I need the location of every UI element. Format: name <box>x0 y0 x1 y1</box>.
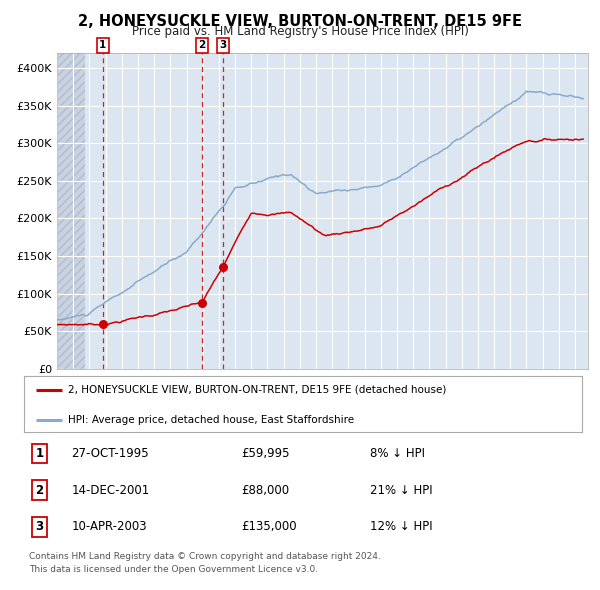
Text: 1: 1 <box>99 40 106 50</box>
Text: £88,000: £88,000 <box>242 484 290 497</box>
Text: Contains HM Land Registry data © Crown copyright and database right 2024.: Contains HM Land Registry data © Crown c… <box>29 552 380 561</box>
Text: 27-OCT-1995: 27-OCT-1995 <box>71 447 149 460</box>
Text: £135,000: £135,000 <box>242 520 297 533</box>
Text: 3: 3 <box>35 520 44 533</box>
Text: 2, HONEYSUCKLE VIEW, BURTON-ON-TRENT, DE15 9FE (detached house): 2, HONEYSUCKLE VIEW, BURTON-ON-TRENT, DE… <box>68 385 446 395</box>
Text: £59,995: £59,995 <box>242 447 290 460</box>
Text: 2: 2 <box>199 40 206 50</box>
Bar <box>57 53 85 369</box>
Text: Price paid vs. HM Land Registry's House Price Index (HPI): Price paid vs. HM Land Registry's House … <box>131 25 469 38</box>
Text: 8% ↓ HPI: 8% ↓ HPI <box>370 447 425 460</box>
Text: 14-DEC-2001: 14-DEC-2001 <box>71 484 149 497</box>
Text: 2: 2 <box>35 484 44 497</box>
Text: HPI: Average price, detached house, East Staffordshire: HPI: Average price, detached house, East… <box>68 415 353 425</box>
Text: This data is licensed under the Open Government Licence v3.0.: This data is licensed under the Open Gov… <box>29 565 318 574</box>
Text: 1: 1 <box>35 447 44 460</box>
Text: 2, HONEYSUCKLE VIEW, BURTON-ON-TRENT, DE15 9FE: 2, HONEYSUCKLE VIEW, BURTON-ON-TRENT, DE… <box>78 14 522 29</box>
Text: 21% ↓ HPI: 21% ↓ HPI <box>370 484 433 497</box>
Text: 10-APR-2003: 10-APR-2003 <box>71 520 147 533</box>
Text: 3: 3 <box>220 40 227 50</box>
Text: 12% ↓ HPI: 12% ↓ HPI <box>370 520 433 533</box>
